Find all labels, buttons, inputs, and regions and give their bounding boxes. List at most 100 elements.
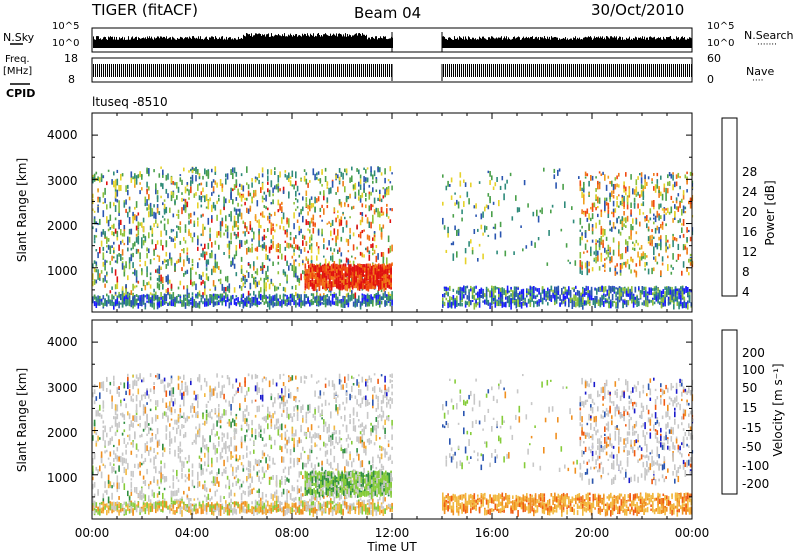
freq-tick <box>357 64 358 77</box>
power-echo <box>568 301 570 308</box>
power-echo <box>550 299 553 302</box>
noise-bar <box>641 38 642 48</box>
power-echo <box>205 273 208 276</box>
power-echo <box>340 236 343 242</box>
power-echo <box>100 178 103 182</box>
power-echo <box>355 271 357 278</box>
freq-tick <box>341 64 342 77</box>
freq-tick <box>305 64 306 77</box>
power-echo <box>237 297 239 303</box>
power-echo <box>510 302 512 310</box>
power-echo <box>127 247 129 252</box>
power-echo <box>146 199 148 206</box>
noise-bar <box>164 36 165 48</box>
power-echo <box>296 219 299 223</box>
power-echo <box>120 240 122 245</box>
noise-bar <box>115 39 116 48</box>
power-echo <box>226 225 229 232</box>
power-echo <box>184 198 187 204</box>
freq-tick <box>175 64 176 77</box>
power-echo <box>176 182 178 189</box>
power-echo <box>305 202 308 208</box>
power-echo <box>258 301 260 305</box>
power-echo <box>342 298 344 303</box>
power-echo <box>191 281 194 287</box>
power-echo <box>237 208 239 212</box>
power-echo <box>92 193 94 199</box>
noise-bar <box>388 38 389 48</box>
freq-tick <box>637 64 638 77</box>
freq-tick <box>215 64 216 77</box>
noise-bar <box>507 39 508 48</box>
power-echo <box>367 285 370 292</box>
power-echo <box>388 268 391 274</box>
power-echo <box>121 257 124 260</box>
power-echo <box>374 268 377 275</box>
power-echo <box>612 200 615 207</box>
power-echo <box>200 214 203 218</box>
power-echo <box>501 293 504 300</box>
power-echo <box>308 265 310 270</box>
power-echo <box>351 276 354 284</box>
noise-bar <box>210 37 211 48</box>
power-echo <box>106 260 108 263</box>
power-echo <box>464 182 467 187</box>
power-echo <box>253 234 255 240</box>
power-echo <box>461 217 463 222</box>
noise-bar <box>576 39 577 48</box>
noise-bar <box>332 34 333 48</box>
power-echo <box>200 243 203 247</box>
power-echo <box>365 278 368 285</box>
power-echo <box>454 300 456 307</box>
power-echo <box>344 266 347 269</box>
freq-tick <box>289 64 290 77</box>
power-echo <box>240 212 243 220</box>
power-echo <box>95 235 98 238</box>
power-echo <box>307 228 309 231</box>
power-echo <box>498 200 500 207</box>
power-echo <box>293 298 295 302</box>
power-echo <box>100 240 103 247</box>
power-echo <box>494 233 497 240</box>
power-echo <box>307 182 309 188</box>
power-echo <box>190 186 192 194</box>
noise-bar <box>151 36 152 48</box>
power-echo <box>233 207 236 212</box>
power-echo <box>334 279 336 285</box>
power-echo <box>169 207 171 213</box>
power-echo <box>209 233 211 239</box>
power-echo <box>274 185 276 190</box>
power-echo <box>156 302 159 306</box>
power-echo <box>674 288 677 294</box>
noise-bar <box>601 37 602 48</box>
power-echo <box>295 208 297 211</box>
noise-bar <box>504 36 505 48</box>
noise-bar <box>567 38 568 48</box>
power-echo <box>347 250 350 253</box>
power-echo <box>311 282 314 290</box>
power-echo <box>153 302 155 310</box>
noise-bar <box>251 33 252 48</box>
power-echo <box>515 286 518 290</box>
power-echo <box>612 184 615 191</box>
noise-bar <box>166 36 167 48</box>
power-echo <box>204 254 206 260</box>
power-echo <box>130 254 133 262</box>
power-echo <box>246 296 248 304</box>
power-echo <box>170 228 173 233</box>
power-echo <box>503 288 505 294</box>
power-echo <box>548 295 551 301</box>
power-echo <box>338 218 341 223</box>
freq-tick <box>491 64 492 77</box>
power-echo <box>148 294 150 302</box>
power-echo <box>211 168 213 173</box>
power-echo <box>657 292 659 298</box>
power-echo <box>391 294 393 301</box>
power-echo <box>389 208 392 211</box>
power-echo <box>559 294 561 301</box>
noise-bar <box>226 36 227 48</box>
power-echo <box>92 273 94 280</box>
power-echo <box>123 292 126 299</box>
freq-tick <box>461 64 462 77</box>
freq-tick <box>327 64 328 77</box>
